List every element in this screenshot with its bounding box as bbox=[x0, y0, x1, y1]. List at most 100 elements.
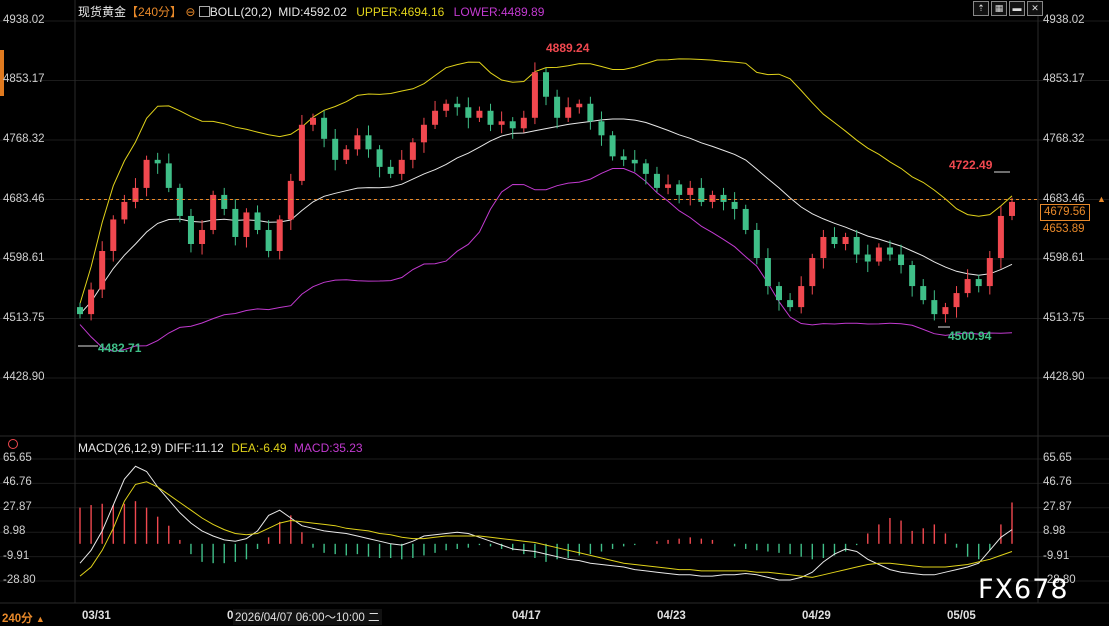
symbol-name: 现货黄金 bbox=[78, 5, 127, 19]
candle-body bbox=[265, 229, 272, 252]
price-axis-label-left: 4768.32 bbox=[3, 132, 45, 145]
candle-body bbox=[287, 180, 294, 220]
annotation-recent-low: 4500.94 bbox=[948, 329, 992, 343]
boll-mid: MID:4592.02 bbox=[278, 5, 347, 19]
candlesticks bbox=[77, 62, 1015, 323]
candle-body bbox=[143, 159, 150, 188]
candle-body bbox=[343, 149, 350, 160]
grid-icon[interactable]: ▦ bbox=[991, 1, 1007, 16]
candle-body bbox=[997, 215, 1004, 259]
main-header: 现货黄金【240分】 ⊖ BOLL(20,2) MID:4592.02 UPPE… bbox=[78, 3, 544, 20]
macd-header: MACD(26,12,9) DIFF:11.12 DEA:-6.49 MACD:… bbox=[78, 441, 363, 455]
price-axis-label-left: 4598.61 bbox=[3, 251, 45, 264]
candle-body bbox=[99, 251, 106, 290]
macd-indicator: MACD(26,12,9) bbox=[78, 441, 162, 455]
candle-body bbox=[165, 163, 172, 188]
move-up-icon[interactable]: ⇡ bbox=[973, 1, 989, 16]
candle-body bbox=[498, 121, 505, 125]
x-label-6: 05/05 bbox=[947, 610, 976, 622]
annotation-low-first: 4482.71 bbox=[98, 341, 142, 355]
price-axis-label-left: 4428.90 bbox=[3, 371, 45, 383]
candle-body bbox=[787, 300, 794, 308]
candle-body bbox=[243, 212, 250, 237]
candle-body bbox=[321, 117, 328, 139]
candle-body bbox=[620, 156, 627, 160]
price-axis-label-right: 4598.61 bbox=[1043, 251, 1085, 264]
candle-body bbox=[276, 219, 283, 252]
watermark-logo: FX678 bbox=[978, 574, 1069, 605]
candle-body bbox=[798, 286, 805, 308]
candle-body bbox=[254, 212, 261, 230]
close-icon[interactable]: ✕ bbox=[1027, 1, 1043, 16]
candle-body bbox=[720, 194, 727, 202]
candle-body bbox=[154, 159, 161, 164]
candle-body bbox=[531, 72, 538, 118]
candle-body bbox=[187, 215, 194, 244]
candle-body bbox=[875, 247, 882, 262]
overlay-lines bbox=[78, 171, 1038, 347]
annotation-recent-high: 4722.49 bbox=[949, 158, 993, 172]
candle-body bbox=[598, 121, 605, 136]
candle-body bbox=[176, 187, 183, 216]
x-label-4: 04/23 bbox=[657, 610, 686, 622]
minimize-icon[interactable]: ▬ bbox=[1009, 1, 1025, 16]
boll-lower: LOWER:4489.89 bbox=[453, 5, 545, 19]
indicator-icon[interactable] bbox=[198, 6, 210, 17]
macd-axis-label-right: 46.76 bbox=[1043, 476, 1072, 489]
candle-body bbox=[221, 194, 228, 209]
price-axis-label-left: 4683.46 bbox=[3, 192, 45, 205]
boll-upper-line bbox=[79, 58, 1013, 304]
candle-body bbox=[731, 201, 738, 209]
candle-body bbox=[199, 229, 206, 244]
candle-body bbox=[776, 286, 782, 301]
macd-axis-label-left: -9.91 bbox=[3, 549, 30, 562]
macd-axis-label-right: 8.98 bbox=[1043, 525, 1066, 538]
candle-body bbox=[764, 258, 771, 287]
candle-body bbox=[354, 135, 361, 150]
candle-body bbox=[454, 103, 461, 108]
candle-body bbox=[487, 110, 494, 125]
price-axis-label-right: 4853.17 bbox=[1043, 73, 1085, 86]
candle-body bbox=[443, 103, 450, 111]
period-label[interactable]: 【240分】 bbox=[126, 5, 183, 19]
candle-body bbox=[365, 135, 372, 150]
candle-body bbox=[909, 265, 916, 287]
candle-body bbox=[332, 138, 339, 160]
candle-body bbox=[853, 236, 860, 255]
macd-diff: DIFF:11.12 bbox=[164, 441, 224, 455]
annotation-high: 4889.24 bbox=[546, 41, 590, 55]
candle-body bbox=[1009, 201, 1015, 216]
candle-body bbox=[942, 307, 949, 315]
secondary-price-box: 4653.89 bbox=[1040, 222, 1088, 237]
left-panel-tab[interactable] bbox=[0, 50, 4, 96]
candle-body bbox=[609, 135, 616, 157]
candle-body bbox=[121, 201, 128, 220]
candle-body bbox=[665, 184, 672, 188]
candle-body bbox=[432, 110, 439, 125]
candle-body bbox=[820, 236, 827, 259]
candle-body bbox=[132, 187, 139, 202]
macd-diff-line bbox=[79, 465, 1013, 581]
candle-body bbox=[698, 187, 705, 202]
candle-body bbox=[842, 236, 849, 244]
grid-lines bbox=[0, 0, 1109, 604]
candle-body bbox=[110, 219, 117, 252]
candle-body bbox=[310, 117, 316, 125]
candle-body bbox=[676, 184, 683, 195]
macd-settings-icon[interactable] bbox=[8, 439, 18, 449]
candle-body bbox=[831, 236, 838, 244]
candle-body bbox=[476, 110, 483, 118]
settings-icon[interactable]: ⊖ bbox=[185, 5, 196, 19]
candle-body bbox=[520, 117, 527, 129]
boll-mid-line bbox=[79, 118, 1013, 315]
macd-axis-label-right: 27.87 bbox=[1043, 500, 1072, 513]
macd-dea-line bbox=[79, 481, 1013, 578]
price-axis-label-right: 4428.90 bbox=[1043, 371, 1085, 383]
price-axis-label-left: 4938.02 bbox=[3, 14, 45, 26]
x-label-3: 04/17 bbox=[512, 610, 541, 622]
period-tab[interactable]: 240分 ▲ bbox=[2, 613, 45, 625]
candle-body bbox=[210, 194, 217, 230]
candle-body bbox=[687, 187, 694, 195]
price-axis-label-right: 4768.32 bbox=[1043, 132, 1085, 145]
